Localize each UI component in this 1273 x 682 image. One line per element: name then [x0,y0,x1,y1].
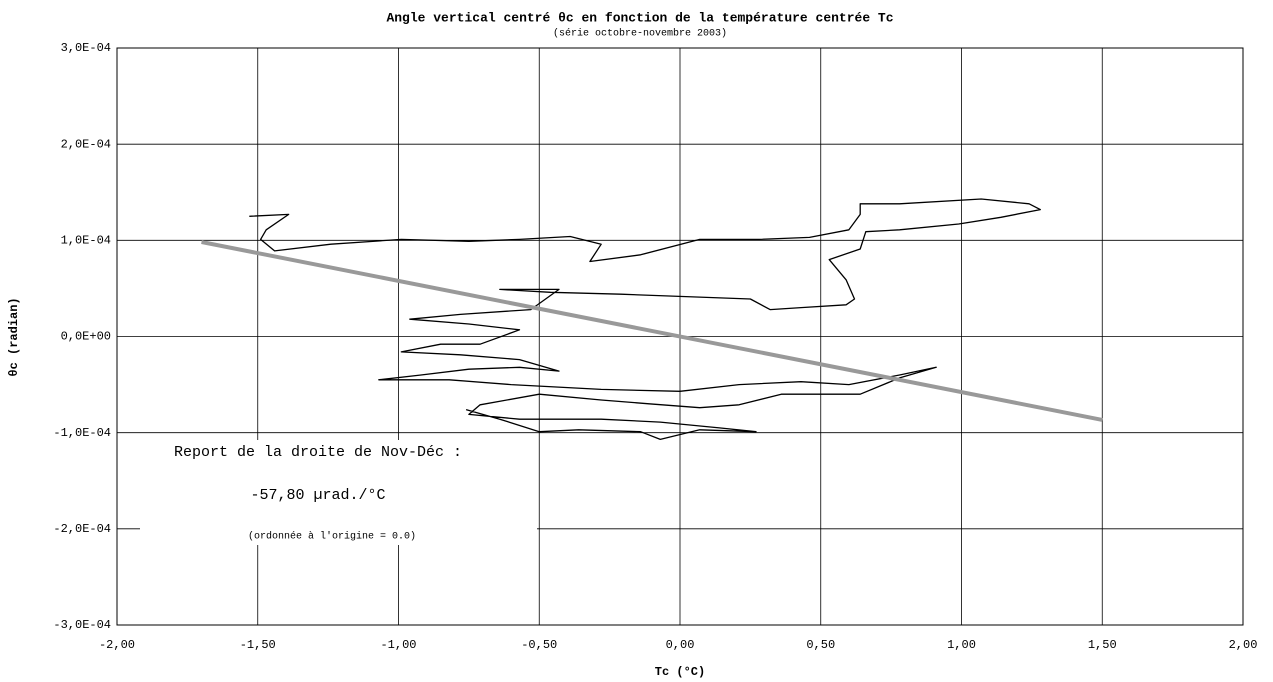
x-tick-label: 0,50 [806,638,835,652]
x-tick-label: -1,00 [380,638,416,652]
annotation: -57,80 µrad./°C [250,487,385,504]
y-axis-label: θc (radian) [7,297,21,376]
annotation: Report de la droite de Nov-Déc : [174,444,462,461]
y-tick-label: -3,0E-04 [53,618,111,632]
x-tick-label: -2,00 [99,638,135,652]
y-tick-label: 0,0E+00 [61,330,111,344]
data-line [201,240,1103,422]
x-tick-label: 1,50 [1088,638,1117,652]
x-tick-label: -0,50 [521,638,557,652]
x-axis-label: Tc (°C) [655,665,705,679]
y-tick-label: 1,0E-04 [61,234,111,248]
data-line [249,198,1041,441]
annotation-box [140,440,537,545]
x-tick-label: -1,50 [240,638,276,652]
y-tick-label: -1,0E-04 [53,426,111,440]
y-tick-label: -2,0E-04 [53,522,111,536]
chart-subtitle: (série octobre-novembre 2003) [553,28,727,40]
y-tick-label: 2,0E-04 [61,137,111,151]
x-tick-label: 2,00 [1229,638,1258,652]
x-tick-label: 0,00 [666,638,695,652]
annotation: (ordonnée à l'origine = 0.0) [248,531,416,543]
chart-title: Angle vertical centré θc en fonction de … [386,10,893,25]
plot-frame [116,47,1244,626]
y-tick-label: 3,0E-04 [61,41,111,55]
x-tick-label: 1,00 [947,638,976,652]
